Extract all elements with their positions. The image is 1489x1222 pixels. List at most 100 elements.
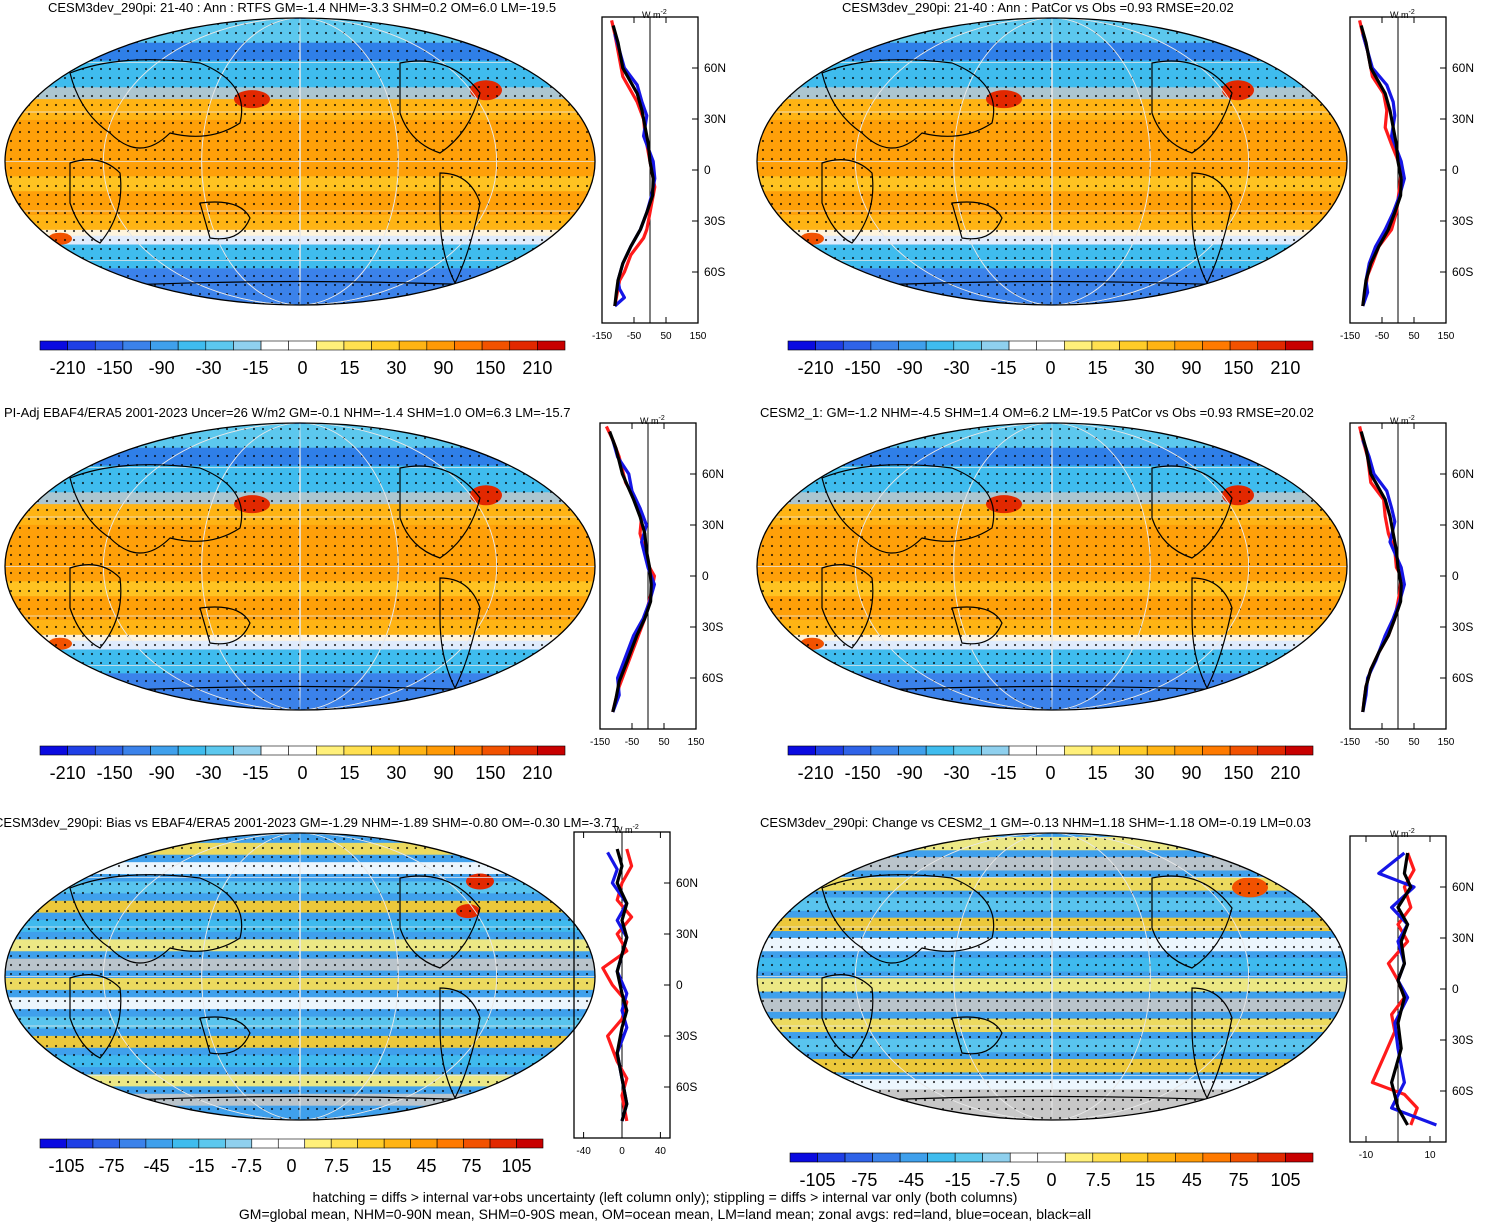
colorbar-swatch — [537, 745, 566, 756]
zonal-x-tick-label: -150 — [590, 737, 610, 748]
colorbar-label: 90 — [433, 763, 453, 783]
colorbar-swatch — [304, 1138, 332, 1149]
colorbar-label: 90 — [1181, 358, 1201, 378]
lat-tick-label: 60N — [1452, 61, 1474, 75]
colorbar-swatch — [844, 1152, 873, 1163]
colorbar-swatch — [1091, 340, 1120, 351]
lat-tick-label: 30N — [1452, 518, 1474, 532]
colorbar-label: 45 — [1182, 1170, 1202, 1190]
colorbar-swatch — [177, 745, 207, 756]
colorbar-swatch — [172, 1138, 200, 1149]
global-map — [4, 422, 596, 711]
colorbar-label: 0 — [1045, 763, 1055, 783]
lat-tick-label: 30N — [704, 112, 726, 126]
colorbar-swatch — [330, 1138, 358, 1149]
colorbar: -210 -150 -90 -30 -15 0 15 30 90 150 210 — [787, 745, 1314, 783]
colorbar-label: -30 — [944, 763, 970, 783]
lat-tick-label: 0 — [704, 163, 711, 177]
colorbar-swatch — [489, 1138, 517, 1149]
colorbar: -210 -150 -90 -30 -15 0 15 30 90 150 210 — [39, 745, 566, 783]
colorbar-label: 150 — [1223, 358, 1253, 378]
colorbar-swatch — [94, 745, 124, 756]
lat-tick-label: 30S — [676, 1029, 697, 1043]
colorbar-label: -90 — [897, 763, 923, 783]
colorbar-label: 105 — [502, 1156, 532, 1176]
colorbar-swatch — [1146, 745, 1176, 756]
colorbar-label: -210 — [50, 763, 86, 783]
colorbar-label: -105 — [48, 1156, 84, 1176]
colorbar-label: 0 — [1045, 358, 1055, 378]
colorbar-swatch — [371, 340, 400, 351]
units-label: W m-2 — [640, 415, 665, 426]
colorbar-swatch — [953, 745, 982, 756]
colorbar-swatch — [145, 1138, 173, 1149]
lat-tick-label: 0 — [702, 569, 709, 583]
colorbar-swatch — [1230, 1152, 1259, 1163]
colorbar-label: 30 — [386, 358, 406, 378]
colorbar-swatch — [260, 340, 289, 351]
colorbar-swatch — [177, 340, 207, 351]
colorbar-swatch — [39, 340, 68, 351]
global-map — [4, 832, 596, 1121]
lat-tick-label: 0 — [676, 978, 683, 992]
colorbar-swatch — [150, 745, 179, 756]
zonal-x-tick-label: -50 — [1375, 331, 1390, 342]
lat-tick-label: 0 — [1452, 982, 1459, 996]
colorbar-label: -30 — [196, 763, 222, 783]
colorbar-swatch — [1119, 745, 1148, 756]
colorbar-label: 210 — [1270, 763, 1300, 783]
colorbar-swatch — [454, 745, 483, 756]
colorbar-swatch — [316, 745, 345, 756]
lat-tick-label: 30N — [1452, 112, 1474, 126]
colorbar-label: 45 — [417, 1156, 437, 1176]
zonal-x-tick-label: 50 — [658, 737, 670, 748]
colorbar-label: 15 — [371, 1156, 391, 1176]
colorbar-label: -45 — [143, 1156, 169, 1176]
colorbar-label: -90 — [149, 358, 175, 378]
colorbar-label: -45 — [898, 1170, 924, 1190]
colorbar-label: -105 — [800, 1170, 836, 1190]
colorbar-swatch — [899, 1152, 928, 1163]
colorbar-swatch — [39, 745, 68, 756]
colorbar-swatch — [1008, 340, 1037, 351]
colorbar-label: 210 — [1270, 358, 1300, 378]
global-map — [4, 17, 596, 306]
global-map — [756, 17, 1348, 306]
colorbar-swatch — [1146, 340, 1176, 351]
lat-tick-label: 60S — [1452, 1084, 1473, 1098]
colorbar-label: -30 — [944, 358, 970, 378]
zonal-mean-plot: 60N 30N 0 30S 60S -150 -50 50 150 W m-2 — [590, 415, 724, 748]
colorbar-swatch — [481, 340, 511, 351]
colorbar-swatch — [1229, 745, 1259, 756]
lat-tick-label: 30N — [702, 518, 724, 532]
colorbar-swatch — [1064, 745, 1093, 756]
colorbar-swatch — [516, 1138, 544, 1149]
colorbar-swatch — [954, 1152, 983, 1163]
footer-line-2: GM=global mean, NHM=0-90N mean, SHM=0-90… — [238, 1206, 1092, 1222]
zonal-series-black — [611, 25, 655, 307]
zonal-x-tick-label: -150 — [1340, 331, 1360, 342]
colorbar-swatch — [463, 1138, 491, 1149]
colorbar-swatch — [1257, 1152, 1286, 1163]
colorbar-swatch — [815, 745, 844, 756]
zonal-mean-plot: 60N 30N 0 30S 60S -150 -50 50 150 W m-2 — [1340, 9, 1474, 342]
zonal-x-tick-label: 150 — [688, 737, 705, 748]
colorbar-swatch — [981, 745, 1010, 756]
colorbar-swatch — [1147, 1152, 1176, 1163]
colorbar-swatch — [1285, 745, 1314, 756]
lat-tick-label: 30N — [676, 927, 698, 941]
global-map — [756, 832, 1348, 1121]
colorbar-swatch — [410, 1138, 438, 1149]
colorbar-swatch — [842, 340, 872, 351]
lat-tick-label: 30S — [1452, 214, 1473, 228]
colorbar-swatch — [343, 340, 372, 351]
zonal-series-red — [610, 20, 657, 307]
panel-title: PI-Adj EBAF4/ERA5 2001-2023 Uncer=26 W/m… — [4, 405, 571, 420]
colorbar-swatch — [982, 1152, 1011, 1163]
zonal-x-tick-label: -50 — [627, 331, 642, 342]
colorbar-swatch — [198, 1138, 226, 1149]
zonal-mean-plot: 60N 30N 0 30S 60S -150 -50 50 150 W m-2 — [592, 9, 726, 342]
colorbar-swatch — [789, 1152, 818, 1163]
footer-line-1: hatching = diffs > internal var+obs unce… — [312, 1189, 1018, 1205]
zonal-x-tick-label: 150 — [1438, 331, 1455, 342]
